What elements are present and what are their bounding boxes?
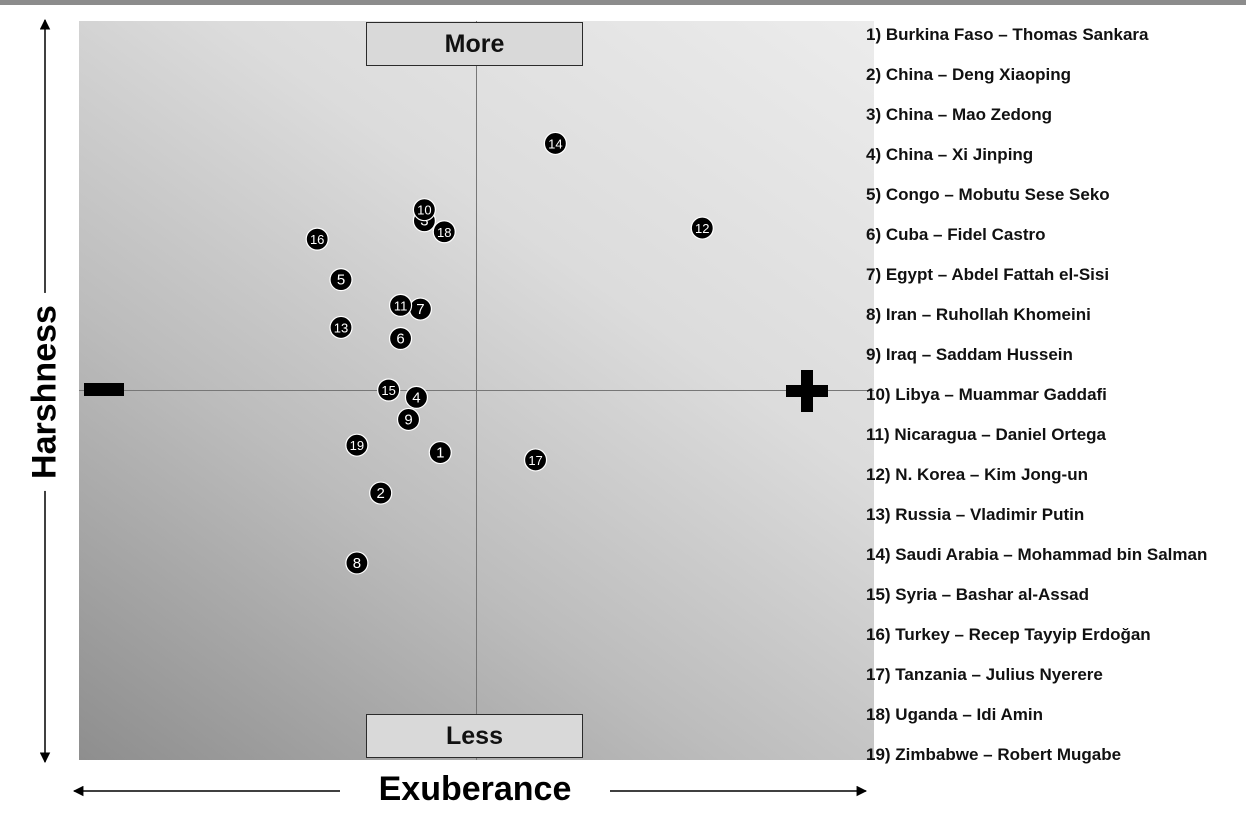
legend-item: 4) China – Xi Jinping xyxy=(866,145,1034,164)
legend-item: 1) Burkina Faso – Thomas Sankara xyxy=(866,25,1149,44)
point-label: 13 xyxy=(334,320,348,335)
data-point-11: 11 xyxy=(388,293,413,317)
legend: 1) Burkina Faso – Thomas Sankara 2) China… xyxy=(866,24,1207,784)
point-marker xyxy=(412,198,436,222)
legend-item: 6) Cuba – Fidel Castro xyxy=(866,225,1046,244)
point-marker xyxy=(329,268,353,292)
point-marker xyxy=(404,385,429,409)
point-marker xyxy=(432,220,456,244)
legend-item: 14) Saudi Arabia – Mohammad bin Salman xyxy=(866,545,1208,564)
point-label: 14 xyxy=(548,136,562,151)
point-label: 1 xyxy=(436,445,444,462)
point-label: 7 xyxy=(416,301,424,318)
data-point-6: 6 xyxy=(388,326,413,351)
point-marker xyxy=(690,216,714,240)
points-layer: 12345678910111213141516171819 xyxy=(305,131,714,575)
legend-item: 3) China – Mao Zedong xyxy=(866,105,1053,124)
point-marker xyxy=(388,326,413,351)
less-label: Less xyxy=(366,714,583,758)
point-marker xyxy=(428,440,452,465)
point-marker xyxy=(377,378,401,402)
data-point-8: 8 xyxy=(345,551,369,575)
point-marker xyxy=(345,433,369,457)
point-label: 5 xyxy=(337,272,345,289)
plus-icon xyxy=(786,370,828,412)
data-point-17: 17 xyxy=(523,448,548,472)
point-marker xyxy=(543,131,568,156)
point-marker xyxy=(523,448,548,472)
point-label: 15 xyxy=(381,383,395,398)
legend-item: 18) Uganda – Idi Amin xyxy=(866,705,1043,724)
legend-item: 10) Libya – Muammar Gaddafi xyxy=(866,385,1107,404)
legend-item: 9) Iraq – Saddam Hussein xyxy=(866,345,1073,364)
legend-item: 2) China – Deng Xiaoping xyxy=(866,65,1071,84)
data-point-12: 12 xyxy=(690,216,714,240)
data-point-19: 19 xyxy=(345,433,369,457)
data-point-1: 1 xyxy=(428,440,452,465)
legend-item: 19) Zimbabwe – Robert Mugabe xyxy=(866,745,1122,764)
point-label: 6 xyxy=(396,330,404,347)
point-label: 8 xyxy=(353,555,361,572)
point-marker xyxy=(305,227,329,251)
y-axis-title: Harshness xyxy=(25,293,65,491)
point-label: 4 xyxy=(412,389,420,406)
data-point-10: 10 xyxy=(412,198,436,222)
data-point-13: 13 xyxy=(329,315,353,340)
data-point-18: 18 xyxy=(432,220,456,244)
point-label: 11 xyxy=(394,298,408,313)
point-label: 18 xyxy=(437,225,451,240)
legend-item: 11) Nicaragua – Daniel Ortega xyxy=(866,425,1106,444)
point-label: 12 xyxy=(695,221,709,236)
point-label: 2 xyxy=(377,485,385,502)
legend-item: 13) Russia – Vladimir Putin xyxy=(866,505,1085,524)
minus-icon xyxy=(84,383,124,396)
data-point-5: 5 xyxy=(329,268,353,292)
point-marker xyxy=(329,315,353,340)
legend-item: 7) Egypt – Abdel Fattah el-Sisi xyxy=(866,265,1110,284)
point-marker xyxy=(345,551,369,575)
legend-item: 16) Turkey – Recep Tayyip Erdoğan xyxy=(866,625,1151,644)
data-point-14: 14 xyxy=(543,131,568,156)
legend-item: 5) Congo – Mobutu Sese Seko xyxy=(866,185,1110,204)
point-marker xyxy=(396,407,421,432)
legend-item: 17) Tanzania – Julius Nyerere xyxy=(866,665,1103,684)
x-axis-title: Exuberance xyxy=(340,770,610,809)
data-point-7: 7 xyxy=(408,297,433,321)
point-label: 19 xyxy=(350,438,364,453)
legend-item: 12) N. Korea – Kim Jong-un xyxy=(866,465,1088,484)
point-label: 17 xyxy=(528,453,542,468)
data-point-16: 16 xyxy=(305,227,329,251)
top-border xyxy=(0,0,1246,5)
point-label: 16 xyxy=(310,232,324,247)
data-point-2: 2 xyxy=(369,481,393,505)
point-marker xyxy=(388,293,413,317)
legend-item: 15) Syria – Bashar al-Assad xyxy=(866,585,1090,604)
data-point-9: 9 xyxy=(396,407,421,432)
data-point-4: 4 xyxy=(404,385,429,409)
legend-item: 8) Iran – Ruhollah Khomeini xyxy=(866,305,1091,324)
point-label: 10 xyxy=(417,203,431,218)
more-label: More xyxy=(366,22,583,66)
data-point-15: 15 xyxy=(377,378,401,402)
point-marker xyxy=(369,481,393,505)
point-label: 9 xyxy=(404,411,412,428)
horizontal-midline xyxy=(79,390,874,391)
